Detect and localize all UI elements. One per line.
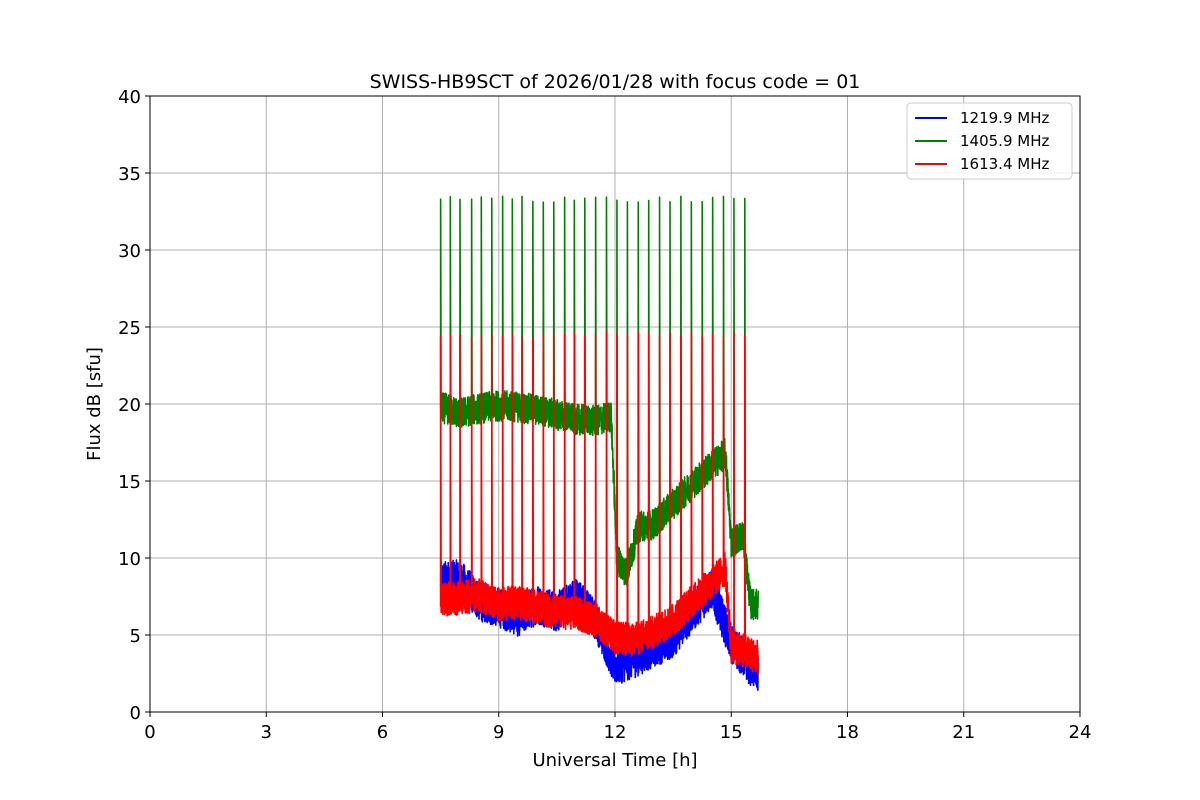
x-tick-label: 6: [377, 722, 388, 743]
y-tick-label: 5: [130, 626, 141, 647]
y-tick-label: 40: [118, 87, 141, 108]
legend-box: [906, 102, 1073, 180]
y-tick-label: 35: [118, 164, 141, 185]
y-tick-label: 30: [118, 241, 141, 262]
x-tick-label: 24: [1069, 722, 1092, 743]
y-tick-label: 20: [118, 395, 141, 416]
legend-label: 1613.4 MHz: [960, 155, 1049, 173]
y-axis-label: Flux dB [sfu]: [84, 347, 105, 461]
y-tick-label: 10: [118, 549, 141, 570]
x-tick-label: 15: [720, 722, 743, 743]
x-tick-label: 0: [144, 722, 155, 743]
x-axis-label: Universal Time [h]: [532, 750, 697, 771]
chart-title: SWISS-HB9SCT of 2026/01/28 with focus co…: [370, 71, 861, 93]
y-tick-label: 0: [130, 703, 141, 724]
x-tick-label: 9: [493, 722, 504, 743]
series-layer: [439, 195, 760, 691]
x-tick-label: 12: [604, 722, 627, 743]
x-tick-label: 21: [952, 722, 975, 743]
y-tick-label: 15: [118, 472, 141, 493]
legend: 1219.9 MHz 1405.9 MHz 1613.4 MHz: [906, 102, 1073, 180]
axis-ticks: 0 3 6 9 12 15 18 21 24 0 5 10 15 20 25 30 35 40: [118, 87, 1091, 743]
legend-label: 1219.9 MHz: [960, 109, 1049, 127]
series-line: [439, 195, 760, 621]
legend-label: 1405.9 MHz: [960, 132, 1049, 150]
y-tick-label: 25: [118, 318, 141, 339]
series-line: [439, 330, 760, 676]
x-tick-label: 3: [261, 722, 272, 743]
x-tick-label: 18: [836, 722, 859, 743]
